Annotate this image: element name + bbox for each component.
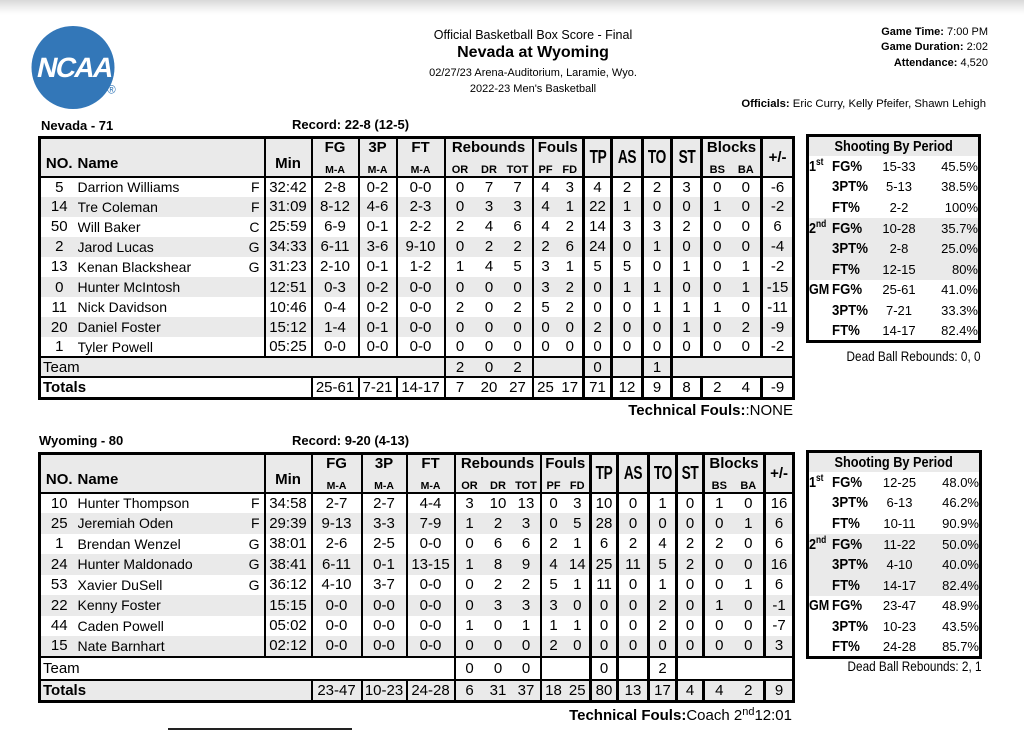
svg-text:®: ®: [107, 85, 116, 97]
svg-text:NCAA: NCAA: [34, 51, 117, 83]
